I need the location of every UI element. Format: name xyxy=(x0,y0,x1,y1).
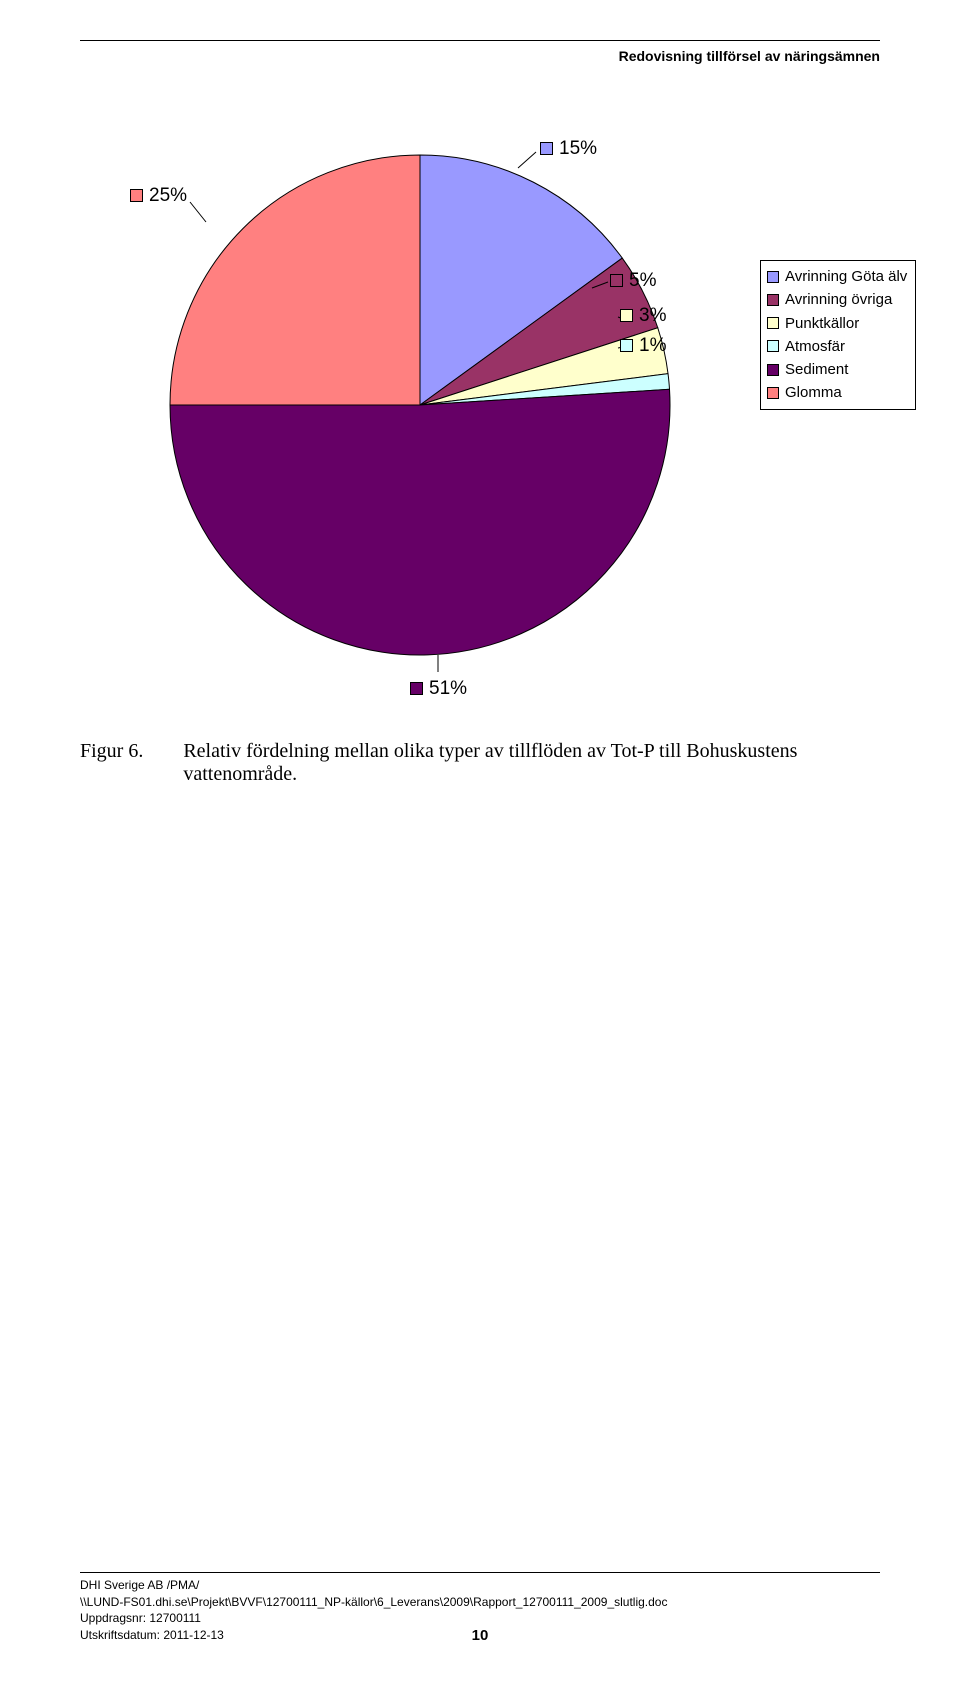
swatch-icon xyxy=(540,142,553,155)
slice-percent: 51% xyxy=(429,678,467,699)
legend-row: Atmosfär xyxy=(767,335,907,358)
pie-slice xyxy=(170,155,420,405)
figure-text: Relativ fördelning mellan olika typer av… xyxy=(183,740,823,786)
slice-label: 3% xyxy=(620,305,666,327)
callout-line xyxy=(190,202,206,222)
header-rule xyxy=(80,40,880,41)
slice-percent: 25% xyxy=(149,185,187,206)
slice-percent: 5% xyxy=(629,270,656,291)
swatch-icon xyxy=(130,189,143,202)
slice-label: 51% xyxy=(410,678,467,700)
pie-slice xyxy=(170,389,670,655)
footer-line1: DHI Sverige AB /PMA/ xyxy=(80,1577,880,1594)
legend-label: Sediment xyxy=(785,358,848,381)
slice-label: 25% xyxy=(130,185,187,207)
swatch-icon xyxy=(767,271,779,283)
slice-percent: 3% xyxy=(639,305,666,326)
swatch-icon xyxy=(767,317,779,329)
swatch-icon xyxy=(767,364,779,376)
swatch-icon xyxy=(620,309,633,322)
slice-label: 15% xyxy=(540,138,597,160)
legend-label: Avrinning övriga xyxy=(785,288,892,311)
swatch-icon xyxy=(767,294,779,306)
swatch-icon xyxy=(610,274,623,287)
legend-label: Punktkällor xyxy=(785,312,859,335)
swatch-icon xyxy=(767,340,779,352)
footer-line3: Uppdragsnr: 12700111 xyxy=(80,1610,880,1627)
pie-chart: 15% 5% 3% 1% 51% 25% xyxy=(130,130,850,710)
legend-label: Glomma xyxy=(785,381,842,404)
swatch-icon xyxy=(767,387,779,399)
legend-row: Sediment xyxy=(767,358,907,381)
chart-legend: Avrinning Göta älvAvrinning övrigaPunktk… xyxy=(760,260,916,410)
callout-line xyxy=(518,152,536,168)
footer-line2: \\LUND-FS01.dhi.se\Projekt\BVVF\12700111… xyxy=(80,1594,880,1611)
figure-label: Figur 6. xyxy=(80,740,143,786)
page-number: 10 xyxy=(0,1627,960,1644)
slice-label: 5% xyxy=(610,270,656,292)
header-title: Redovisning tillförsel av näringsämnen xyxy=(619,48,880,64)
footer-rule xyxy=(80,1572,880,1573)
figure-caption: Figur 6. Relativ fördelning mellan olika… xyxy=(80,740,880,786)
legend-row: Avrinning Göta älv xyxy=(767,265,907,288)
slice-label: 1% xyxy=(620,335,666,357)
slice-percent: 15% xyxy=(559,138,597,159)
legend-label: Atmosfär xyxy=(785,335,845,358)
legend-row: Avrinning övriga xyxy=(767,288,907,311)
legend-row: Punktkällor xyxy=(767,312,907,335)
swatch-icon xyxy=(410,682,423,695)
slice-percent: 1% xyxy=(639,335,666,356)
pie-chart-svg xyxy=(130,130,850,710)
legend-label: Avrinning Göta älv xyxy=(785,265,907,288)
legend-row: Glomma xyxy=(767,381,907,404)
swatch-icon xyxy=(620,339,633,352)
